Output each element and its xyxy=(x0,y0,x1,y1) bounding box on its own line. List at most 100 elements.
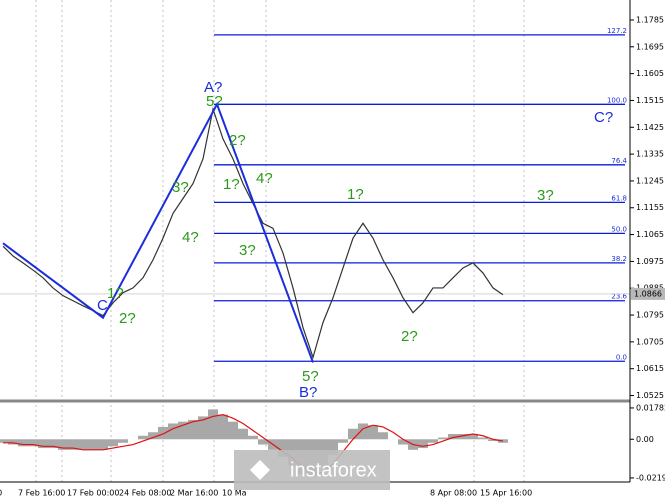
histogram-bar xyxy=(78,439,88,450)
histogram-bar xyxy=(158,426,168,440)
histogram-bar xyxy=(18,439,28,447)
fib-label: 61.8 xyxy=(611,194,627,202)
last-price-box xyxy=(631,287,665,300)
y-tick-label: 1.0705 xyxy=(636,337,664,346)
histogram-bar xyxy=(48,439,58,449)
histogram-bar xyxy=(278,439,288,457)
wave-label: 3? xyxy=(537,187,554,204)
histogram-bar xyxy=(88,439,98,450)
signal-line xyxy=(3,414,504,474)
watermark: instaforex xyxy=(234,450,390,490)
y-tick-label: 0.01782 xyxy=(636,403,665,412)
histogram-bar xyxy=(348,428,358,440)
y-tick-label: -0.02198 xyxy=(636,473,665,482)
histogram-bar xyxy=(328,439,338,456)
watermark-text: instaforex xyxy=(290,459,377,481)
last-price-label: 1.0866 xyxy=(634,289,662,298)
fib-label: 127.2 xyxy=(607,27,627,35)
histogram-bar xyxy=(418,439,428,449)
fib-label: 38.2 xyxy=(611,255,627,263)
watermark-icon xyxy=(250,460,270,480)
histogram-bar xyxy=(378,432,388,440)
fib-label: 50.0 xyxy=(611,225,627,233)
histogram-bar xyxy=(238,428,248,440)
wave-label: 2? xyxy=(119,310,136,327)
histogram-bar xyxy=(38,439,48,449)
histogram-bar xyxy=(228,421,238,440)
x-tick-label: 15 Apr 16:00 xyxy=(480,489,532,498)
histogram-bar xyxy=(188,419,198,440)
histogram-bar xyxy=(448,434,458,440)
y-tick-label: 1.1785 xyxy=(636,15,664,24)
histogram-bar xyxy=(248,435,258,440)
wave-line xyxy=(2,101,314,363)
fib-label: 100.0 xyxy=(607,96,627,104)
histogram-bar xyxy=(258,439,268,445)
histogram-bar xyxy=(458,434,468,440)
histogram-bar xyxy=(478,437,488,440)
histogram-bar xyxy=(178,421,188,440)
x-tick-label: 2 Mar 16:00 xyxy=(170,489,218,498)
histogram-bar xyxy=(218,414,228,440)
wave-label: C xyxy=(97,297,108,314)
y-tick-label: 0.00 xyxy=(636,435,654,444)
histogram-bar xyxy=(398,439,408,445)
wave-label: 4? xyxy=(182,229,199,246)
histogram-bar xyxy=(358,423,368,440)
y-tick-label: 1.0615 xyxy=(636,364,664,373)
fib-label: 76.4 xyxy=(611,157,627,165)
x-tick-label: 7 Feb 16:00 xyxy=(18,489,65,498)
wave-label: B? xyxy=(299,384,317,401)
histogram-bar xyxy=(168,423,178,440)
y-tick-label: 1.1065 xyxy=(636,230,664,239)
wave-label: 5? xyxy=(206,93,223,110)
wave-label: 3? xyxy=(172,179,189,196)
histogram-bar xyxy=(138,435,148,440)
wave-label: 3? xyxy=(239,242,256,259)
x-tick-label: 00 xyxy=(0,489,2,498)
y-tick-label: 1.1245 xyxy=(636,176,664,185)
wave-label: 1? xyxy=(347,186,364,203)
y-tick-label: 1.1155 xyxy=(636,203,664,212)
y-tick-label: 1.1335 xyxy=(636,150,664,159)
wave-label: 1? xyxy=(223,176,240,193)
wave-label: A? xyxy=(204,79,222,96)
histogram-bar xyxy=(368,425,378,440)
y-tick-label: 1.0525 xyxy=(636,391,664,400)
histogram-bar xyxy=(68,439,78,450)
histogram-bar xyxy=(8,439,18,445)
histogram-bar xyxy=(438,437,448,440)
fib-label: 23.6 xyxy=(611,293,627,301)
histogram-bar xyxy=(108,439,118,447)
x-tick-label: 8 Apr 08:00 xyxy=(430,489,477,498)
y-tick-label: 1.0975 xyxy=(636,257,664,266)
y-tick-label: 1.0795 xyxy=(636,311,664,320)
histogram-bar xyxy=(28,439,38,447)
histogram-bar xyxy=(98,439,108,450)
histogram-bar xyxy=(428,439,438,443)
fib-label: 0.0 xyxy=(616,353,627,361)
wave-label: 2? xyxy=(229,132,246,149)
histogram-bar xyxy=(198,416,208,440)
histogram-bar xyxy=(468,434,478,440)
y-tick-label: 1.1605 xyxy=(636,69,664,78)
histogram-bar xyxy=(148,432,158,440)
wave-label: C? xyxy=(594,109,613,126)
x-tick-label: 10 Ma xyxy=(222,489,247,498)
histogram-bar xyxy=(338,439,348,443)
wave-label: 2? xyxy=(401,328,418,345)
histogram-bar xyxy=(58,439,68,450)
y-tick-label: 1.1425 xyxy=(636,123,664,132)
wave-label: 5? xyxy=(302,368,319,385)
histogram-bar xyxy=(0,439,8,443)
x-tick-label: 17 Feb 00:00 xyxy=(67,489,119,498)
histogram-bar xyxy=(208,409,218,440)
histogram-bar xyxy=(488,439,498,442)
histogram-bar xyxy=(118,439,128,443)
wave-label: 4? xyxy=(256,170,273,187)
x-tick-label: 24 Feb 08:00 xyxy=(119,489,171,498)
y-tick-label: 1.1695 xyxy=(636,42,664,51)
y-tick-label: 1.1515 xyxy=(636,96,664,105)
